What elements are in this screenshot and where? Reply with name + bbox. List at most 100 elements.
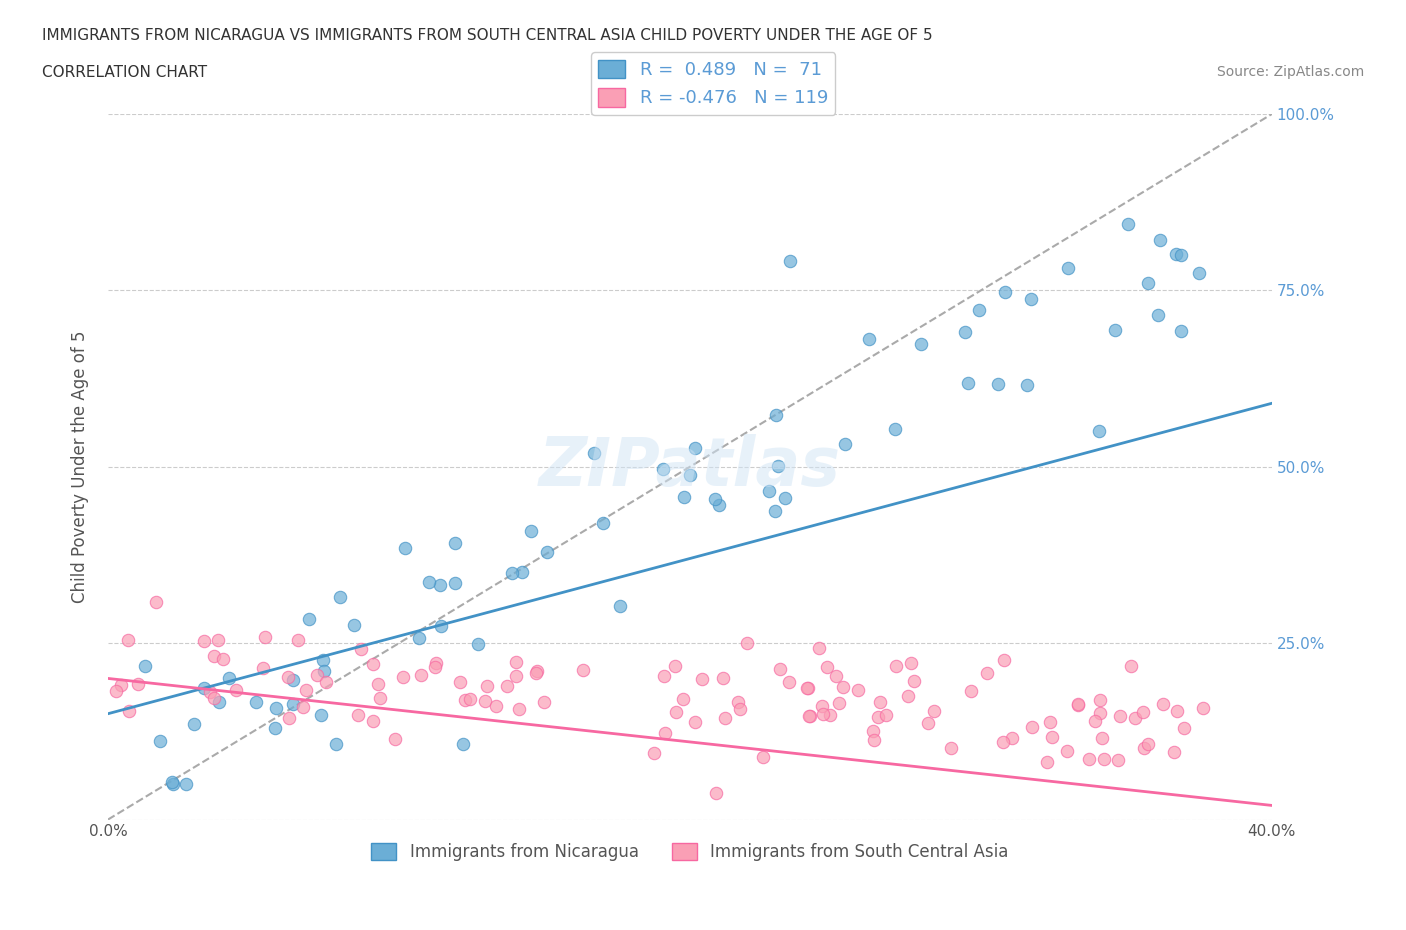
Point [501,565,523,580]
Point [797,681,820,696]
Point [520,524,543,538]
Point [309,707,332,722]
Point [418,575,440,590]
Point [994,285,1017,299]
Point [281,672,304,687]
Point [368,690,391,705]
Point [1107,752,1129,767]
Point [526,664,548,679]
Point [643,745,665,760]
Point [449,675,471,690]
Point [917,715,939,730]
Point [202,649,225,664]
Point [769,662,792,677]
Point [1133,740,1156,755]
Point [976,666,998,681]
Point [862,724,884,738]
Point [778,675,800,690]
Point [1090,706,1112,721]
Point [361,713,384,728]
Point [329,589,352,604]
Point [1137,737,1160,751]
Point [425,656,447,671]
Point [825,668,848,683]
Point [592,515,614,530]
Point [474,693,496,708]
Point [297,612,319,627]
Point [311,652,333,667]
Point [1036,754,1059,769]
Point [218,671,240,685]
Point [1021,720,1043,735]
Point [127,676,149,691]
Point [1108,708,1130,723]
Point [263,721,285,736]
Point [305,667,328,682]
Point [690,671,713,686]
Point [863,732,886,747]
Point [1038,714,1060,729]
Point [174,777,197,791]
Point [193,681,215,696]
Point [1091,731,1114,746]
Point [392,670,415,684]
Point [993,652,1015,667]
Point [315,674,337,689]
Point [287,632,309,647]
Point [277,670,299,684]
Point [1019,292,1042,307]
Point [485,698,508,713]
Point [1090,693,1112,708]
Point [1088,423,1111,438]
Point [796,681,818,696]
Point [1149,232,1171,247]
Point [510,565,533,579]
Point [714,711,737,725]
Point [875,708,897,723]
Point [211,651,233,666]
Point [149,734,172,749]
Point [314,663,336,678]
Point [703,491,725,506]
Point [834,436,856,451]
Point [664,658,686,673]
Point [1173,720,1195,735]
Point [409,668,432,683]
Point [1056,743,1078,758]
Point [444,576,467,591]
Point [117,632,139,647]
Y-axis label: Child Poverty Under the Age of 5: Child Poverty Under the Age of 5 [72,330,89,603]
Point [202,691,225,706]
Point [1067,697,1090,711]
Point [758,484,780,498]
Point [430,618,453,633]
Point [884,658,907,673]
Point [609,598,631,613]
Point [572,663,595,678]
Point [361,657,384,671]
Point [828,696,851,711]
Point [939,740,962,755]
Point [903,673,925,688]
Point [451,737,474,751]
Point [1067,698,1090,712]
Point [960,684,983,698]
Point [350,642,373,657]
Point [815,659,838,674]
Point [160,774,183,789]
Point [818,708,841,723]
Point [993,735,1015,750]
Point [775,490,797,505]
Point [683,715,706,730]
Point [869,695,891,710]
Point [105,684,128,698]
Point [110,678,132,693]
Point [797,709,820,724]
Point [423,660,446,675]
Point [208,694,231,709]
Point [654,725,676,740]
Point [1001,730,1024,745]
Point [711,671,734,685]
Point [278,711,301,725]
Point [704,785,727,800]
